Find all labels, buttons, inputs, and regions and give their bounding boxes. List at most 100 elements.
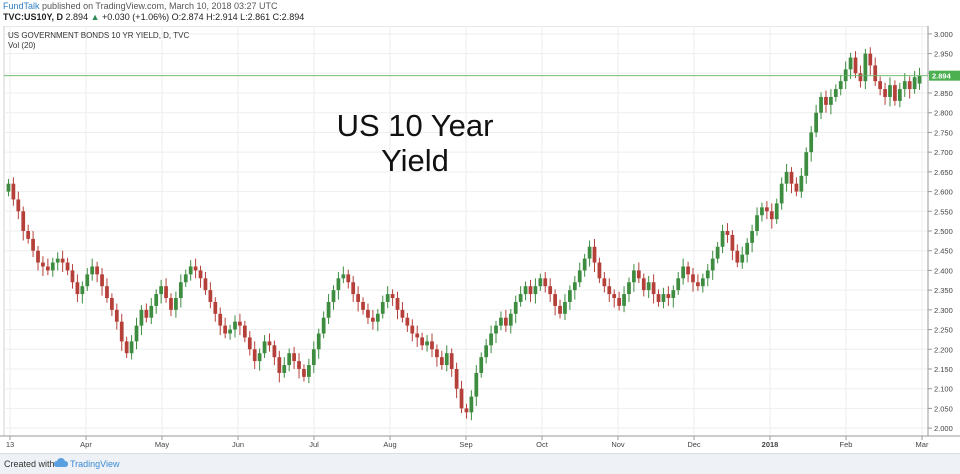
candle-body bbox=[700, 278, 705, 287]
candle-body bbox=[755, 215, 759, 231]
last-price-value: 2.894 bbox=[65, 12, 89, 22]
candle-body bbox=[45, 266, 50, 271]
candle-body bbox=[868, 53, 873, 66]
candle-body bbox=[809, 132, 814, 153]
y-tick-label: 2.250 bbox=[934, 326, 953, 335]
y-tick-label: 2.100 bbox=[934, 385, 953, 394]
y-tick-label: 2.350 bbox=[934, 286, 953, 295]
candle-body bbox=[316, 333, 321, 350]
symbol-label: TVC:US10Y, D bbox=[3, 12, 64, 22]
candle-body bbox=[873, 65, 878, 82]
x-tick-label: Feb bbox=[840, 440, 853, 449]
x-tick-label: Sep bbox=[459, 440, 472, 449]
candle-body bbox=[784, 171, 789, 184]
candle-body bbox=[159, 286, 164, 295]
x-tick-label: Nov bbox=[611, 440, 625, 449]
tradingview-cloud-icon bbox=[54, 458, 68, 467]
candle-body bbox=[474, 372, 479, 397]
candle-body bbox=[306, 365, 311, 377]
candle-body bbox=[617, 298, 622, 306]
candle-body bbox=[779, 183, 784, 204]
x-tick-label: Mar bbox=[916, 440, 929, 449]
candlestick-chart[interactable]: 3.0002.9502.9002.8502.8002.7502.7002.650… bbox=[0, 26, 960, 452]
candle-body bbox=[484, 345, 489, 358]
candle-body bbox=[435, 349, 439, 358]
candle-body bbox=[558, 305, 562, 314]
candle-body bbox=[420, 337, 425, 346]
candle-body bbox=[282, 365, 287, 373]
candle-body bbox=[883, 89, 887, 97]
y-tick-label: 2.700 bbox=[934, 148, 953, 157]
candle-body bbox=[607, 286, 612, 295]
candle-body bbox=[735, 250, 740, 263]
candle-body bbox=[272, 345, 277, 358]
candle-body bbox=[740, 254, 745, 263]
candle-body bbox=[154, 294, 159, 306]
candle-body bbox=[760, 207, 764, 216]
candle-body bbox=[553, 294, 557, 306]
candle-body bbox=[548, 286, 553, 295]
overlay-title: US 10 Year Yield bbox=[330, 108, 500, 178]
candle-body bbox=[597, 262, 602, 279]
author-link[interactable]: FundTalk bbox=[3, 1, 40, 11]
candle-body bbox=[351, 282, 356, 295]
candle-body bbox=[829, 96, 833, 105]
candle-body bbox=[75, 282, 80, 295]
candle-body bbox=[750, 231, 754, 243]
candle-body bbox=[661, 294, 666, 302]
candle-body bbox=[380, 301, 385, 314]
candle-body bbox=[16, 199, 21, 212]
candle-body bbox=[223, 325, 228, 334]
candle-body bbox=[503, 317, 508, 326]
candle-body bbox=[449, 353, 454, 369]
candle-body bbox=[65, 262, 70, 271]
y-tick-label: 2.200 bbox=[934, 345, 953, 354]
y-tick-label: 2.500 bbox=[934, 227, 953, 236]
candle-body bbox=[459, 388, 464, 409]
candle-body bbox=[774, 203, 779, 220]
ohlc-values: O:2.874 H:2.914 L:2.861 C:2.894 bbox=[171, 12, 305, 22]
candle-body bbox=[410, 325, 415, 334]
candle-body bbox=[119, 321, 124, 342]
candle-body bbox=[627, 282, 631, 295]
candle-body bbox=[124, 341, 129, 354]
candle-body bbox=[55, 258, 60, 263]
candle-body bbox=[656, 294, 661, 302]
candle-body bbox=[174, 298, 178, 310]
y-tick-label: 2.150 bbox=[934, 365, 953, 374]
candle-body bbox=[543, 278, 548, 287]
candle-body bbox=[577, 270, 582, 283]
candle-body bbox=[469, 396, 474, 413]
candle-body bbox=[26, 231, 31, 239]
candle-body bbox=[523, 286, 528, 295]
candle-body bbox=[218, 313, 223, 326]
candle-body bbox=[257, 353, 262, 362]
candle-body bbox=[366, 309, 370, 318]
y-tick-label: 2.650 bbox=[934, 168, 953, 177]
candle-body bbox=[572, 282, 577, 291]
chart-area[interactable]: 3.0002.9502.9002.8502.8002.7502.7002.650… bbox=[0, 26, 960, 452]
x-tick-label: Aug bbox=[383, 440, 396, 449]
tradingview-link[interactable]: TradingView bbox=[70, 459, 120, 469]
candle-body bbox=[129, 341, 134, 354]
candle-body bbox=[563, 301, 567, 314]
x-tick-label: May bbox=[155, 440, 169, 449]
candle-body bbox=[139, 309, 144, 326]
candle-body bbox=[430, 341, 434, 350]
candle-body bbox=[464, 408, 469, 413]
candle-body bbox=[853, 57, 858, 74]
candle-body bbox=[326, 301, 331, 318]
candle-body bbox=[341, 274, 346, 279]
candle-body bbox=[705, 270, 710, 279]
candle-body bbox=[745, 242, 750, 255]
candle-body bbox=[405, 317, 410, 326]
x-tick-label: Dec bbox=[687, 440, 701, 449]
candle-body bbox=[824, 96, 828, 105]
candle-body bbox=[789, 171, 794, 184]
candle-body bbox=[198, 270, 203, 279]
y-tick-label: 2.950 bbox=[934, 50, 953, 59]
candle-body bbox=[878, 81, 883, 90]
x-tick-label: 13 bbox=[6, 440, 14, 449]
candle-body bbox=[400, 309, 405, 318]
candle-body bbox=[479, 357, 484, 373]
